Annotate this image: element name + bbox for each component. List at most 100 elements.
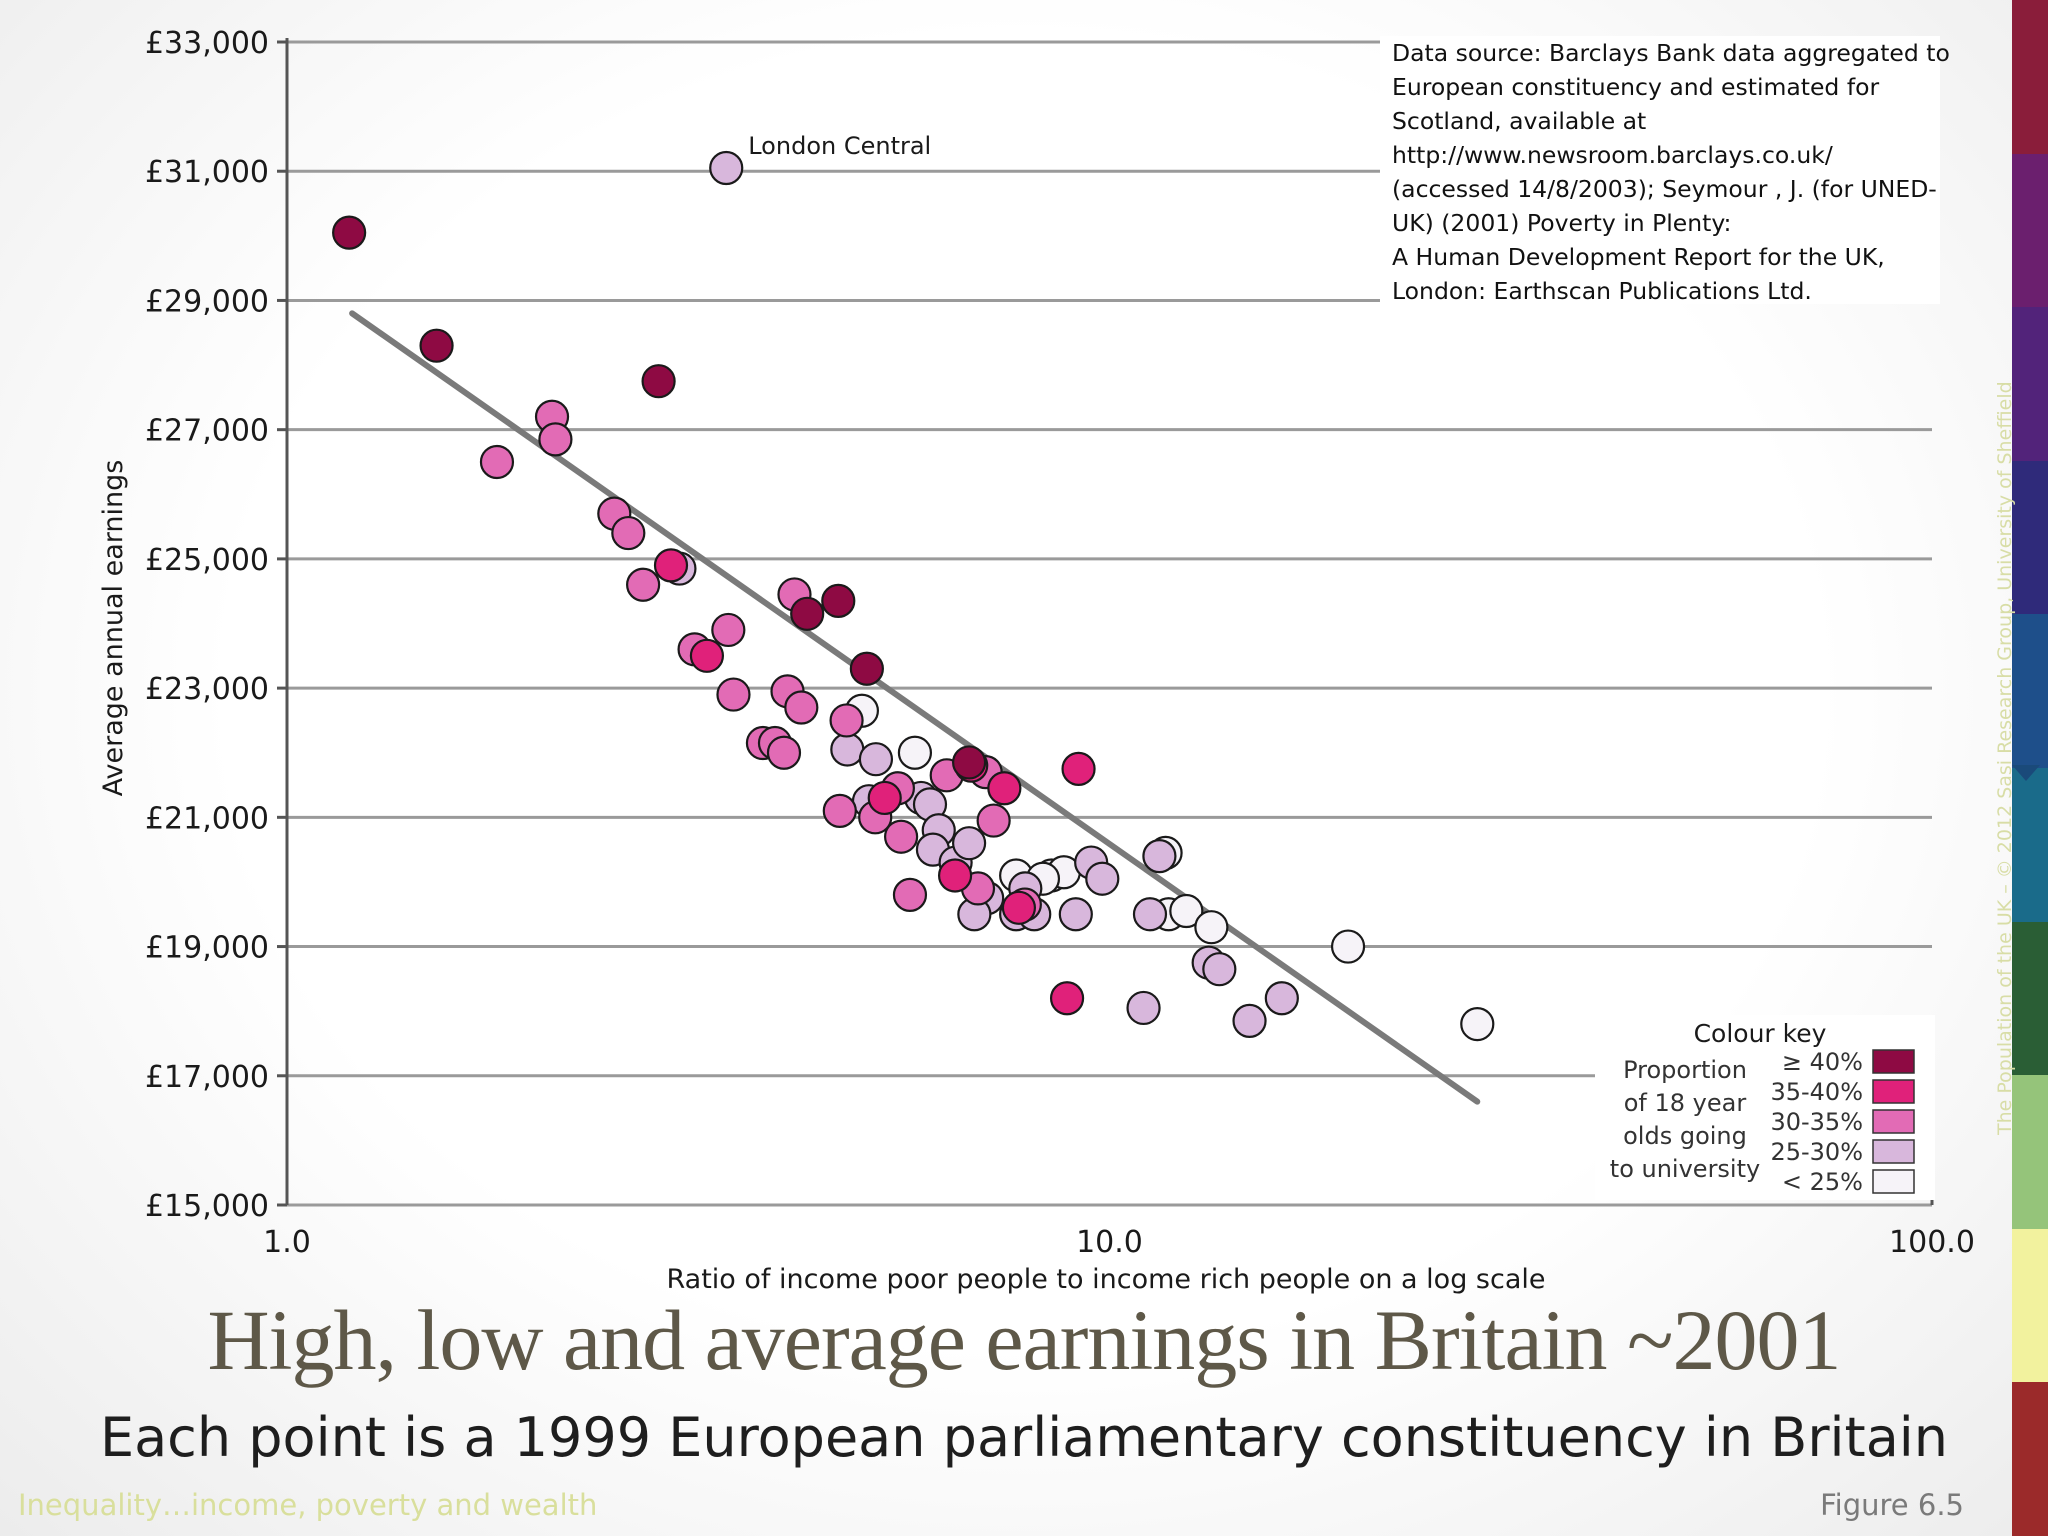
colour-key-entry-label: < 25% <box>1782 1168 1863 1196</box>
data-point <box>1085 861 1120 896</box>
data-point <box>1194 910 1229 945</box>
data-point <box>766 735 802 770</box>
data-point <box>884 819 919 854</box>
slide-title: High, low and average earnings in Britai… <box>207 1292 1841 1388</box>
y-tick-label: £23,000 <box>145 672 269 707</box>
data-point <box>937 858 973 893</box>
colour-key-swatch <box>1872 1139 1915 1164</box>
strip-segment <box>2012 921 2048 1076</box>
source-note-background <box>1380 36 1940 304</box>
source-line-3: Scotland, available at <box>1392 107 1646 135</box>
strip-tab-marker <box>2012 765 2040 781</box>
source-line-5: (accessed 14/8/2003); Seymour , J. (for … <box>1392 175 1937 203</box>
source-line-6: UK) (2001) Poverty in Plenty: <box>1392 209 1731 237</box>
data-point <box>611 515 646 551</box>
source-line-2: European constituency and estimated for <box>1392 73 1879 101</box>
data-point <box>829 703 864 738</box>
vertical-credit: The Population of the UK – © 2012 Sasi R… <box>1994 381 2016 1135</box>
data-point <box>1460 1006 1495 1042</box>
y-tick-label: £17,000 <box>145 1060 269 1095</box>
data-point <box>952 745 987 780</box>
strip-segment <box>2012 1228 2048 1383</box>
source-line-4: http://www.newsroom.barclays.co.uk/ <box>1392 141 1833 169</box>
colour-key-swatch <box>1872 1109 1915 1134</box>
data-point <box>479 444 515 480</box>
colour-key-entry-label: 35-40% <box>1770 1078 1863 1106</box>
strip-segment <box>2012 153 2048 308</box>
colour-key-swatch <box>1872 1169 1915 1194</box>
colour-key-entries: ≥ 40%35-40%30-35%25-30%< 25% <box>1770 1048 1915 1196</box>
data-points <box>332 150 1495 1042</box>
strip-segment <box>2012 614 2048 768</box>
colour-key: Colour key Proportion of 18 year olds go… <box>1595 1015 1935 1200</box>
strip-segment <box>2012 0 2048 154</box>
x-tick-labels: 1.0 10.0 100.0 <box>263 1225 1975 1260</box>
x-tick-label: 10.0 <box>1076 1225 1143 1260</box>
annotation-london-central: London Central <box>748 132 931 160</box>
data-point <box>976 803 1011 838</box>
source-line-8: London: Earthscan Publications Ltd. <box>1392 277 1812 305</box>
footer-section-name: Inequality…income, poverty and wealth <box>18 1488 598 1522</box>
data-point <box>709 150 744 186</box>
y-tick-label: £29,000 <box>145 284 269 319</box>
colour-key-label-1: Proportion <box>1623 1056 1747 1084</box>
x-axis-title: Ratio of income poor people to income ri… <box>666 1264 1545 1295</box>
source-line-7: A Human Development Report for the UK, <box>1392 243 1885 271</box>
data-point <box>1049 981 1085 1016</box>
data-point <box>626 567 661 602</box>
data-point <box>1001 890 1037 925</box>
trend-line <box>349 310 1481 1105</box>
data-point <box>1142 838 1177 874</box>
decorative-colour-strip <box>2012 0 2048 1536</box>
x-tick-label: 100.0 <box>1889 1225 1975 1260</box>
data-point <box>419 328 454 363</box>
y-tick-label: £19,000 <box>145 931 269 966</box>
data-point <box>1126 990 1161 1026</box>
colour-key-label-4: to university <box>1610 1155 1760 1183</box>
data-point <box>653 548 689 583</box>
colour-key-background <box>1595 1015 1935 1200</box>
colour-key-title: Colour key <box>1694 1019 1827 1048</box>
colour-key-entry-label: ≥ 40% <box>1782 1048 1863 1076</box>
data-point <box>1061 751 1096 786</box>
y-axis-title: Average annual earnings <box>98 460 129 797</box>
y-tick-labels: £15,000 £17,000 £19,000 £21,000 £23,000 £25,0… <box>145 26 269 1224</box>
data-point <box>952 826 987 861</box>
y-tick-label: £33,000 <box>145 26 269 61</box>
y-tick-label: £15,000 <box>145 1189 269 1224</box>
data-point <box>897 735 933 770</box>
data-point <box>849 651 884 686</box>
strip-segment <box>2012 460 2048 615</box>
data-point <box>867 780 902 816</box>
y-tick-label: £31,000 <box>145 155 269 190</box>
colour-key-swatch <box>1872 1049 1915 1074</box>
y-tick-label: £25,000 <box>145 543 269 578</box>
colour-key-swatch <box>1872 1079 1915 1104</box>
source-line-1: Data source: Barclays Bank data aggregat… <box>1392 39 1950 67</box>
strip-segment <box>2012 1075 2048 1229</box>
y-tick-label: £21,000 <box>145 801 269 836</box>
y-tick-label: £27,000 <box>145 414 269 449</box>
data-point <box>1058 897 1093 932</box>
colour-key-entry-label: 30-35% <box>1770 1108 1863 1136</box>
strip-segment <box>2012 1382 2048 1536</box>
data-point <box>711 612 746 648</box>
data-point <box>641 364 676 399</box>
data-point <box>822 793 857 828</box>
data-point <box>332 215 367 250</box>
data-point <box>689 638 725 673</box>
data-point <box>821 583 856 618</box>
data-point <box>538 422 573 457</box>
data-point <box>716 677 751 712</box>
colour-key-entry-label: 25-30% <box>1770 1138 1863 1166</box>
data-point <box>1169 893 1204 929</box>
source-note: Data source: Barclays Bank data aggregat… <box>1380 36 1950 305</box>
data-point <box>892 877 928 912</box>
data-point <box>1132 897 1168 932</box>
colour-key-label-3: olds going <box>1623 1122 1747 1150</box>
x-tick-label: 1.0 <box>263 1225 311 1260</box>
data-point <box>987 771 1022 806</box>
data-point <box>858 742 894 777</box>
colour-key-label-2: of 18 year <box>1624 1089 1747 1117</box>
